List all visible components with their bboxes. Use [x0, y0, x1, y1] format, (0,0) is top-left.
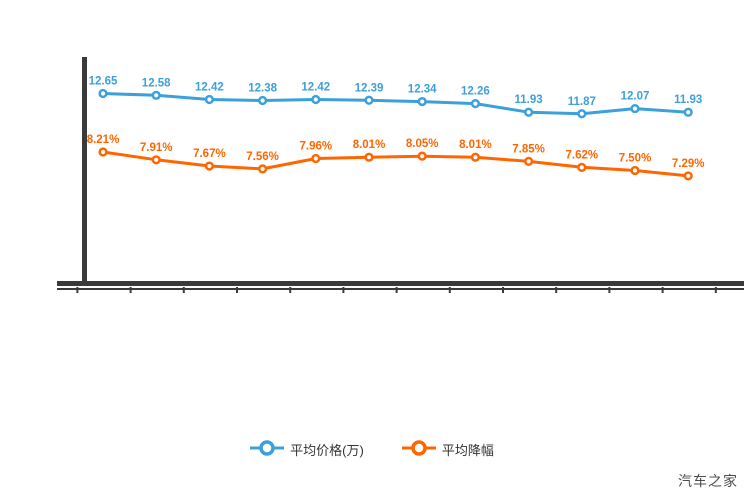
legend: 平均价格(万) 平均降幅: [0, 440, 744, 461]
data-point-label: 12.65: [89, 76, 118, 88]
x-axis-tick: [395, 287, 398, 293]
data-point-marker-center: [526, 110, 531, 115]
avg-discount-line: [102, 150, 689, 178]
x-axis-tick: [502, 287, 504, 293]
data-point-marker-center: [260, 98, 265, 103]
x-axis-tick: [236, 287, 238, 293]
x-axis-tick: [182, 287, 185, 293]
data-point-label: 12.39: [355, 82, 384, 94]
data-point-marker-center: [686, 173, 691, 179]
data-point-marker-center: [313, 97, 318, 102]
data-point-marker-center: [686, 110, 691, 115]
data-point-label: 7.29%: [672, 158, 705, 170]
data-point-label: 11.93: [674, 94, 702, 106]
data-point-label: 8.01%: [459, 139, 492, 151]
data-point-label: 12.34: [408, 84, 437, 96]
data-point-label: 11.93: [515, 94, 543, 106]
data-point-marker-center: [420, 99, 425, 104]
data-point-label: 7.91%: [140, 142, 173, 154]
avg-discount-legend-marker-icon: [401, 440, 436, 461]
data-point-label: 12.38: [248, 83, 277, 95]
data-point-marker-center: [473, 155, 478, 160]
legend-item-avg-price[interactable]: 平均价格(万): [250, 440, 364, 461]
data-point-marker-center: [473, 101, 478, 106]
x-axis-tick: [289, 287, 292, 293]
y-axis: [82, 57, 87, 286]
data-point-label: 11.87: [568, 96, 596, 108]
data-point-label: 7.50%: [619, 153, 652, 165]
data-point-label: 8.21%: [87, 134, 120, 146]
x-axis-tick: [661, 287, 664, 293]
data-point-label: 12.26: [461, 86, 490, 98]
avg-price-legend-marker-icon: [250, 440, 285, 461]
x-axis-ticks: [76, 287, 717, 293]
data-point-marker-center: [366, 98, 372, 103]
data-point-marker-center: [366, 155, 372, 160]
data-point-marker-center: [100, 149, 106, 155]
series-group: 12.65 12.58 12.42 12.38 12.42 12.39 12.34 12.26…: [87, 76, 705, 181]
data-point-marker-center: [632, 168, 638, 173]
data-point-marker-center: [100, 91, 106, 96]
data-point-label: 12.42: [301, 82, 330, 94]
data-point-marker-center: [579, 111, 584, 116]
x-axis-tick: [76, 287, 79, 293]
data-point-marker-center: [154, 157, 159, 162]
data-point-label: 7.96%: [299, 141, 332, 153]
data-point-marker-center: [526, 159, 531, 164]
x-axis: [57, 281, 744, 286]
data-point-label: 12.07: [621, 91, 650, 103]
x-axis-tick: [608, 287, 611, 293]
data-point-label: 12.58: [142, 77, 171, 89]
legend-label-avg-price: 平均价格(万): [290, 442, 364, 458]
avg-price-line: [102, 92, 689, 116]
data-point-label: 7.67%: [193, 148, 226, 160]
data-point-label: 12.42: [195, 82, 224, 94]
autohome-watermark: 汽车之家: [678, 473, 738, 489]
data-point-label: 8.01%: [353, 139, 386, 151]
data-point-marker-center: [260, 166, 265, 171]
data-point-label: 7.56%: [246, 151, 279, 163]
x-axis-tick: [555, 287, 558, 293]
data-point-marker-center: [579, 165, 584, 170]
x-axis-tick: [448, 287, 451, 293]
x-axis-tick: [129, 287, 132, 293]
data-point-marker-center: [207, 97, 212, 102]
x-axis-tick: [714, 287, 717, 293]
data-point-marker-center: [207, 163, 212, 169]
x-axis-subline: [57, 288, 744, 290]
data-point-marker-center: [420, 154, 425, 159]
data-point-label: 8.05%: [406, 138, 439, 150]
data-point-marker-center: [313, 156, 318, 161]
data-point-marker-center: [632, 106, 638, 111]
data-point-label: 7.85%: [512, 143, 545, 155]
x-axis-tick: [342, 287, 345, 293]
data-point-label: 7.62%: [565, 149, 598, 161]
data-point-marker-center: [154, 93, 159, 98]
legend-label-avg-discount: 平均降幅: [441, 442, 494, 458]
legend-item-avg-discount[interactable]: 平均降幅: [401, 440, 494, 461]
